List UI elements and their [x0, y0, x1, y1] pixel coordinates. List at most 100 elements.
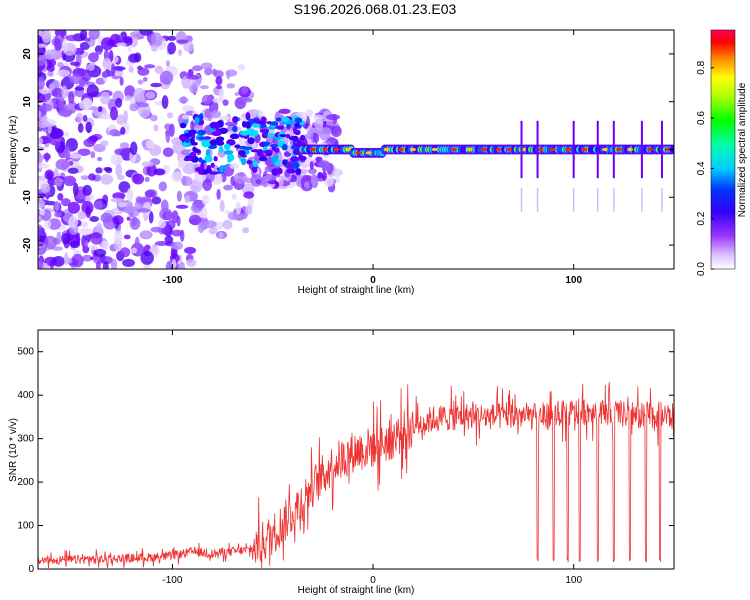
- snr-plot: -100 0 100 0 100 200 300 400 500 Height of strai…: [8, 329, 675, 596]
- spectrogram-cell: [310, 173, 317, 186]
- spectrogram-cell: [142, 77, 148, 82]
- spectrogram-cell: [40, 183, 51, 193]
- spectrogram-cell: [49, 128, 63, 139]
- spectrogram-cell: [65, 34, 80, 42]
- spectrogram-cell: [245, 112, 251, 121]
- spectrogram-cell: [177, 49, 183, 56]
- spectrogram-cell: [298, 153, 304, 161]
- spectrogram-peak: [397, 147, 404, 152]
- spectrogram-cell: [132, 173, 145, 185]
- spectrogram-cell: [97, 106, 103, 113]
- spectrogram-cell: [171, 229, 183, 237]
- spectrogram-cell: [171, 171, 184, 182]
- spectrogram-cell: [219, 115, 231, 121]
- spectrogram-cell: [194, 116, 200, 125]
- spectrogram-cell: [209, 121, 220, 129]
- spectrogram-cell: [186, 75, 200, 80]
- spectrogram-cell: [219, 127, 228, 134]
- spectrogram-cell: [158, 181, 168, 192]
- spectrogram-cell: [231, 193, 237, 200]
- spectrogram-peak: [627, 147, 634, 152]
- spectrogram-xtick-label: 0: [370, 275, 376, 286]
- spectrogram-cell: [276, 153, 283, 161]
- spectrogram-cell: [313, 114, 324, 121]
- spectrogram-cell: [281, 144, 288, 151]
- spectrogram-peak: [581, 147, 588, 152]
- spectrogram-cell: [126, 216, 131, 221]
- spectrogram-cell: [263, 141, 270, 146]
- spectrogram-cell: [292, 127, 298, 135]
- spectrogram-peak: [601, 147, 608, 152]
- spectrogram-cell: [271, 168, 279, 176]
- spectrogram-cell: [279, 134, 288, 138]
- spectrogram-cell: [192, 65, 203, 72]
- spectrogram-cell: [176, 190, 182, 202]
- snr-ylabel: SNR (10 * v/v): [8, 418, 19, 482]
- spectrogram-cell: [38, 193, 47, 198]
- spectrogram-cell: [268, 132, 275, 138]
- spectrogram-cell: [38, 137, 44, 144]
- spectrogram-cell: [115, 163, 123, 178]
- spectrogram-cell: [110, 153, 123, 166]
- page-title: S196.2026.068.01.23.E03: [293, 1, 457, 17]
- spectrogram-cell: [127, 46, 132, 52]
- spectrogram-cell: [233, 172, 248, 184]
- colorbar-tick-label: 0.6: [696, 111, 707, 125]
- spectrogram-cell: [241, 86, 249, 95]
- spectrogram-peak: [506, 147, 513, 152]
- snr-marks: [38, 382, 674, 569]
- snr-ytick-label: 200: [17, 477, 34, 488]
- spectrogram-cell: [204, 155, 212, 163]
- spectrogram-cell: [137, 67, 150, 76]
- spectrogram-peak: [664, 147, 671, 152]
- snr-xlabel: Height of straight line (km): [298, 585, 415, 596]
- spectrogram-ylabel: Frequency (Hz): [8, 116, 19, 185]
- spectrogram-cell: [150, 82, 162, 88]
- spectrogram-cell: [266, 121, 273, 125]
- spectrogram-cell: [218, 87, 224, 100]
- spectrogram-cell: [243, 146, 253, 150]
- spectrogram-peak: [344, 147, 351, 152]
- spectrogram-cell: [128, 53, 140, 63]
- spectrogram-cell: [171, 241, 184, 251]
- spectrogram-cell: [161, 95, 169, 109]
- spectrogram-cell: [114, 71, 124, 77]
- spectrogram-cell: [54, 177, 63, 187]
- colorbar-tick-label: 0.0: [696, 262, 707, 276]
- spectrogram-cell: [330, 125, 342, 138]
- spectrogram-cell: [137, 102, 150, 108]
- spectrogram-cell: [295, 122, 300, 128]
- spectrogram-peak: [466, 147, 473, 152]
- spectrogram-cell: [101, 240, 109, 251]
- spectrogram-cell: [139, 30, 153, 36]
- spectrogram-peak: [565, 147, 572, 152]
- spectrogram-ytick-label: 0: [22, 146, 33, 152]
- spectrogram-cell: [51, 87, 64, 98]
- spectrogram-cell: [118, 181, 131, 193]
- spectrogram-cell: [41, 30, 52, 44]
- snr-xtick-label: 100: [565, 575, 582, 586]
- spectrogram-cell: [86, 63, 95, 71]
- spectrogram-xtick-label: 100: [565, 275, 582, 286]
- snr-frame: [37, 329, 675, 570]
- spectrogram-cell: [326, 114, 340, 121]
- spectrogram-cell: [312, 132, 317, 141]
- spectrogram-cell: [282, 159, 288, 166]
- spectrogram-cell: [56, 69, 71, 77]
- spectrogram-cell: [259, 152, 264, 158]
- spectrogram-cell: [209, 139, 220, 146]
- spectrogram-cell: [99, 256, 114, 265]
- spectrogram-ytick-label: -10: [22, 190, 33, 205]
- spectrogram-cell: [235, 201, 242, 215]
- spectrogram-cell: [194, 166, 205, 173]
- spectrogram-cell: [238, 150, 246, 156]
- snr-series-line: [38, 382, 674, 569]
- spectrogram-cell: [96, 260, 101, 269]
- spectrogram-peak: [410, 147, 417, 152]
- spectrogram-cell: [94, 45, 103, 54]
- spectrogram-cell: [184, 246, 197, 255]
- spectrogram-cell: [67, 201, 81, 214]
- spectrogram-cell: [130, 141, 138, 156]
- spectrogram-cell: [153, 124, 159, 132]
